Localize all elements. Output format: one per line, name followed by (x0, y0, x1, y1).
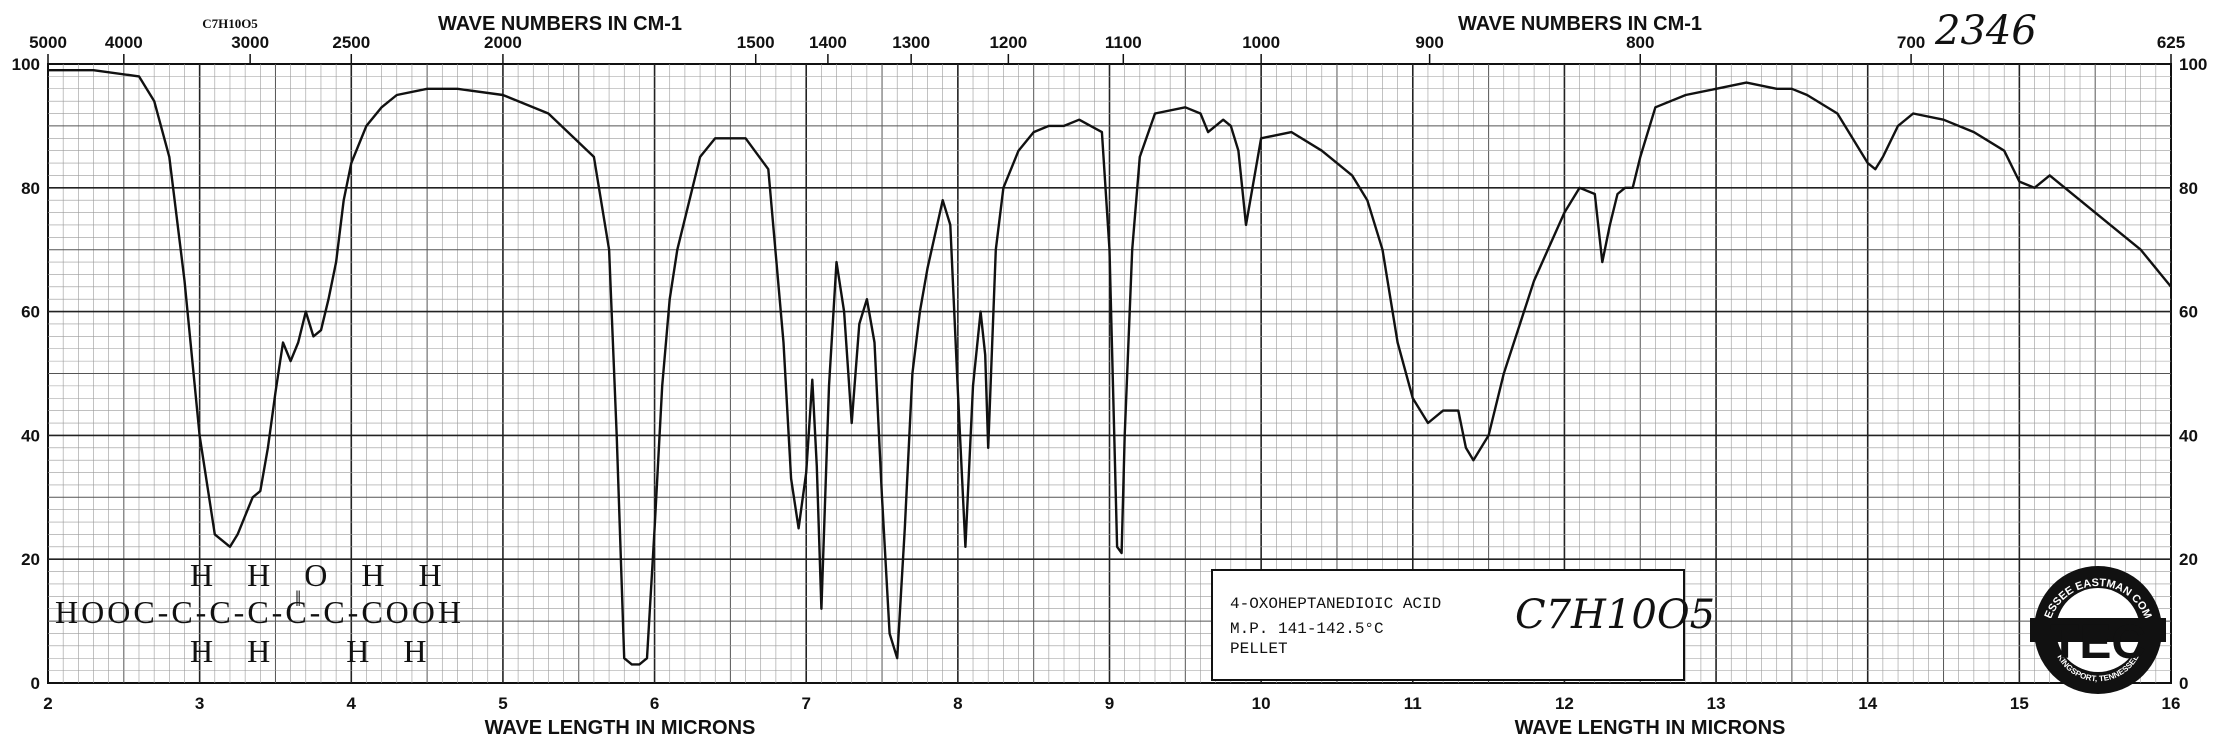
top-axis-title-right: WAVE NUMBERS IN CM-1 (1458, 13, 1702, 35)
sample-method: PELLET (1230, 640, 1288, 658)
x-tick-label: 13 (1707, 694, 1726, 713)
melting-point: M.P. 141-142.5°C (1230, 620, 1384, 638)
x-tick-label: 15 (2010, 694, 2029, 713)
top-tick-label: 1300 (892, 33, 930, 52)
right-y-tick-label: 20 (2179, 550, 2198, 569)
y-tick-label: 0 (31, 674, 40, 693)
x-tick-label: 12 (1555, 694, 1574, 713)
bottom-axis-title-right: WAVE LENGTH IN MICRONS (1515, 717, 1786, 739)
catalog-number: 2346 (1934, 8, 2037, 54)
axis-ticks: 2 3 4 5 6 7 8 9 10 11 12 13 14 15 16020406080100020406… (12, 33, 2208, 713)
top-tick-label: 2000 (484, 33, 522, 52)
top-tick-label: 800 (1626, 33, 1654, 52)
right-y-tick-label: 80 (2179, 179, 2198, 198)
y-tick-label: 100 (12, 55, 40, 74)
top-tick-label: 5000 (29, 33, 67, 52)
x-tick-label: 4 (347, 694, 357, 713)
logo-center-text: TEC (2050, 616, 2146, 669)
x-tick-label: 3 (195, 694, 204, 713)
right-y-tick-label: 100 (2179, 55, 2207, 74)
spectrum-series (48, 69, 2172, 666)
top-tick-label: 900 (1415, 33, 1443, 52)
compound-name: 4-OXOHEPTANEDIOIC ACID (1230, 595, 1441, 613)
formula-label: C7H10O5 (202, 16, 258, 31)
compound-label-box: 4-OXOHEPTANEDIOIC ACID C7H10O5 M.P. 141-… (1211, 569, 1715, 681)
y-tick-label: 40 (21, 426, 40, 445)
top-tick-label: 4000 (105, 33, 143, 52)
structure-top-row: H H O H H (190, 557, 448, 593)
spectrum-line (48, 69, 2172, 666)
x-tick-label: 14 (1858, 694, 1877, 713)
top-tick-label: 2500 (332, 33, 370, 52)
top-tick-label: 700 (1897, 33, 1925, 52)
top-tick-label: 1100 (1105, 33, 1142, 52)
right-y-tick-label: 60 (2179, 303, 2198, 322)
structure-bottom-row: H H H H (190, 633, 432, 669)
top-tick-label: 1200 (989, 33, 1027, 52)
bottom-axis-title-left: WAVE LENGTH IN MICRONS (485, 717, 756, 739)
top-axis-title-left: WAVE NUMBERS IN CM-1 (438, 13, 682, 35)
top-tick-label: 1400 (809, 33, 847, 52)
x-tick-label: 16 (2162, 694, 2181, 713)
structure-double-bond: ‖ (295, 586, 301, 611)
x-tick-label: 7 (801, 694, 810, 713)
x-tick-label: 5 (498, 694, 507, 713)
x-tick-label: 10 (1252, 694, 1271, 713)
x-tick-label: 8 (953, 694, 962, 713)
compound-formula: C7H10O5 (1515, 592, 1715, 638)
x-tick-label: 6 (650, 694, 659, 713)
structural-formula: H H O H H ‖ HOOC-C-C-C-C-C-COOH H H H H (55, 557, 464, 669)
right-y-tick-label: 0 (2179, 674, 2188, 693)
top-tick-label: 1500 (737, 33, 775, 52)
top-tick-label: 1000 (1242, 33, 1280, 52)
structure-main-row: HOOC-C-C-C-C-C-COOH (55, 594, 464, 630)
right-y-tick-label: 40 (2179, 426, 2198, 445)
y-tick-label: 80 (21, 179, 40, 198)
y-tick-label: 60 (21, 303, 40, 322)
x-tick-label: 2 (43, 694, 52, 713)
top-tick-label: 625 (2157, 33, 2185, 52)
x-tick-label: 11 (1404, 694, 1422, 713)
label-box-frame (1211, 569, 1685, 681)
top-tick-label: 3000 (231, 33, 269, 52)
x-tick-label: 9 (1105, 694, 1114, 713)
y-tick-label: 20 (21, 550, 40, 569)
